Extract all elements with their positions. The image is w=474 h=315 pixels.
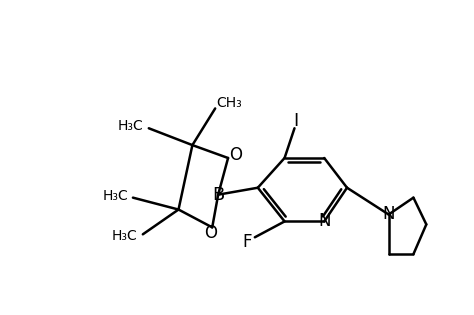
Text: H₃C: H₃C [118, 119, 144, 133]
Text: N: N [383, 205, 395, 224]
Text: F: F [242, 233, 252, 251]
Text: B: B [212, 186, 224, 204]
Text: I: I [293, 112, 298, 130]
Text: N: N [318, 212, 330, 231]
Text: H₃C: H₃C [102, 189, 128, 203]
Text: H₃C: H₃C [112, 229, 138, 243]
Text: O: O [229, 146, 243, 164]
Text: O: O [204, 224, 217, 242]
Text: CH₃: CH₃ [216, 96, 242, 111]
